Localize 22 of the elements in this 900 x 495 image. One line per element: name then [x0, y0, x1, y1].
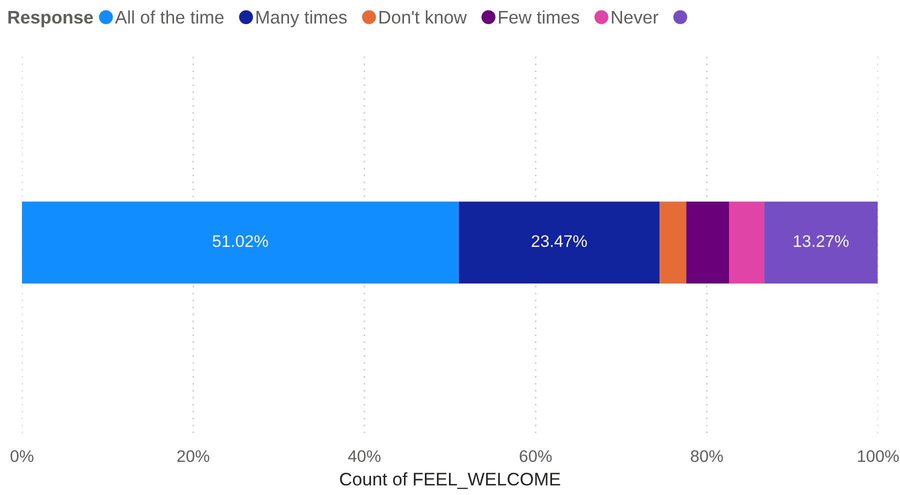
x-tick-label: 0% [10, 450, 34, 462]
data-label: 23.47% [532, 235, 587, 248]
bar [660, 202, 686, 284]
legend-title: Response [8, 11, 93, 28]
data-label: 51.02% [212, 235, 268, 248]
legend-label: Don't know [380, 10, 467, 24]
x-tick-label: 100% [858, 450, 899, 462]
legend-label: Never [612, 11, 658, 24]
x-tick-label: 20% [177, 450, 210, 462]
legend-label: Many times [256, 10, 347, 28]
bar [728, 202, 764, 284]
bar [458, 202, 660, 284]
legend-label: Few times [498, 10, 580, 24]
bar [686, 202, 729, 284]
legend-label: All of the time [115, 10, 224, 24]
data-label: 13.27% [794, 235, 849, 248]
x-axis-title: Count of FEEL_WELCOME [340, 472, 560, 489]
bar [22, 202, 459, 284]
x-tick-label: 40% [348, 450, 380, 462]
x-tick-label: 80% [690, 450, 723, 462]
x-tick-label: 60% [520, 450, 552, 462]
bar [764, 202, 878, 284]
